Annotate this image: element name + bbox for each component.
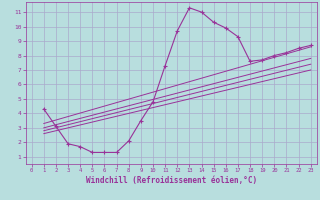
X-axis label: Windchill (Refroidissement éolien,°C): Windchill (Refroidissement éolien,°C) (86, 176, 257, 185)
